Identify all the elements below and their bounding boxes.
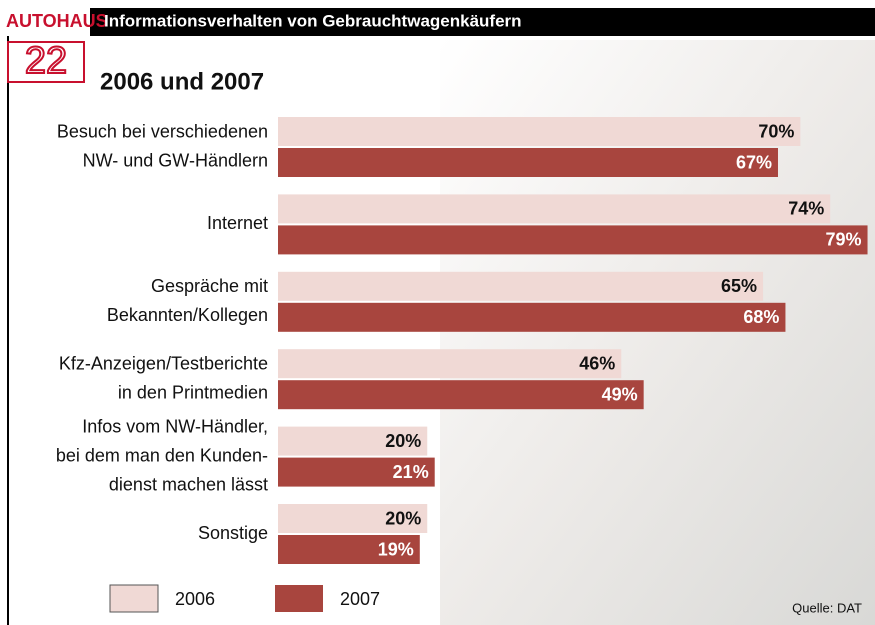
- value-label: 67%: [736, 152, 772, 172]
- bar: [278, 380, 644, 409]
- value-label: 49%: [602, 384, 638, 404]
- bar: [278, 148, 778, 177]
- category-label: Bekannten/Kollegen: [107, 305, 268, 325]
- chart-subtitle: 2006 und 2007: [100, 68, 264, 95]
- source: Quelle: DAT: [792, 600, 862, 615]
- bar: [278, 225, 868, 254]
- category-label: NW- und GW-Händlern: [83, 150, 268, 170]
- value-label: 19%: [378, 539, 414, 559]
- legend-label: 2006: [175, 589, 215, 609]
- value-label: 70%: [758, 121, 794, 141]
- bar: [278, 117, 800, 146]
- category-label: Sonstige: [198, 523, 268, 543]
- value-label: 20%: [385, 431, 421, 451]
- category-label: Kfz-Anzeigen/Testberichte: [59, 353, 268, 373]
- value-label: 68%: [743, 307, 779, 327]
- category-label: Gespräche mit: [151, 276, 268, 296]
- category-label: bei dem man den Kunden-: [56, 445, 268, 465]
- value-label: 20%: [385, 508, 421, 528]
- bar: [278, 194, 830, 223]
- value-label: 65%: [721, 276, 757, 296]
- value-label: 74%: [788, 199, 824, 219]
- legend-swatch: [110, 585, 158, 612]
- bar: [278, 272, 763, 301]
- value-label: 46%: [579, 353, 615, 373]
- brand: AUTOHAUS: [6, 11, 108, 31]
- bar: [278, 303, 785, 332]
- chart-title: Informationsverhalten von Gebrauchtwagen…: [104, 11, 522, 30]
- category-label: in den Printmedien: [118, 382, 268, 402]
- category-label: Internet: [207, 213, 268, 233]
- issue: 22: [25, 40, 67, 82]
- category-label: dienst machen lässt: [109, 474, 268, 494]
- category-label: Infos vom NW-Händler,: [82, 416, 268, 436]
- category-label: Besuch bei verschiedenen: [57, 121, 268, 141]
- legend-swatch: [275, 585, 323, 612]
- value-label: 21%: [393, 462, 429, 482]
- bar: [278, 349, 621, 378]
- chart: AUTOHAUS 22 Informationsverhalten von Ge…: [0, 0, 875, 625]
- value-label: 79%: [826, 230, 862, 250]
- legend-label: 2007: [340, 589, 380, 609]
